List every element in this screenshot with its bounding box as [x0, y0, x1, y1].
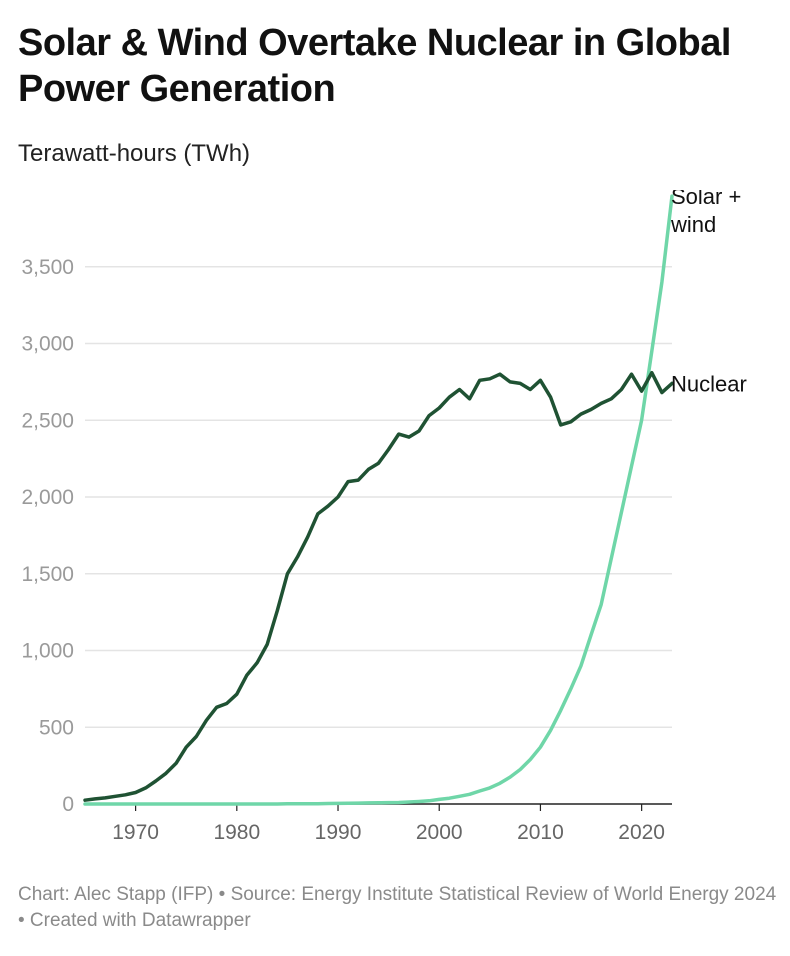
solar-wind-label: Solar + wind [670, 190, 741, 237]
gridlines [85, 266, 672, 805]
series-labels: Nuclear Solar + wind [670, 190, 747, 396]
y-axis-unit-label: Terawatt-hours (TWh) [18, 140, 251, 167]
y-tick-label: 2,500 [21, 409, 74, 432]
y-tick-label: 0 [62, 793, 74, 816]
nuclear-line [83, 370, 674, 802]
nuclear-label: Nuclear [671, 371, 747, 396]
y-tick-label: 3,500 [21, 256, 74, 279]
x-tick-label: 1990 [315, 821, 362, 844]
solar-wind-line [83, 194, 674, 806]
source-credit: Chart: Alec Stapp (IFP) • Source: Energy… [18, 884, 777, 931]
y-tick-label: 3,000 [21, 333, 74, 356]
x-tick-label: 2000 [416, 821, 463, 844]
chart-title: Solar & Wind Overtake Nuclear in Global … [18, 22, 731, 110]
x-tick-label: 1970 [112, 821, 159, 844]
x-tick-label: 1980 [213, 821, 260, 844]
y-tick-label: 2,000 [21, 486, 74, 509]
series-lines [83, 194, 674, 806]
y-tick-label: 1,500 [21, 563, 74, 586]
x-tick-label: 2020 [618, 821, 665, 844]
y-axis-ticks: 0 500 1,000 1,500 2,000 2,500 3,000 3,500 [21, 256, 74, 816]
y-tick-label: 1,000 [21, 640, 74, 663]
x-tick-label: 2010 [517, 821, 564, 844]
y-tick-label: 500 [39, 716, 74, 739]
x-axis-ticks: 1970 1980 1990 2000 2010 2020 [112, 804, 665, 844]
